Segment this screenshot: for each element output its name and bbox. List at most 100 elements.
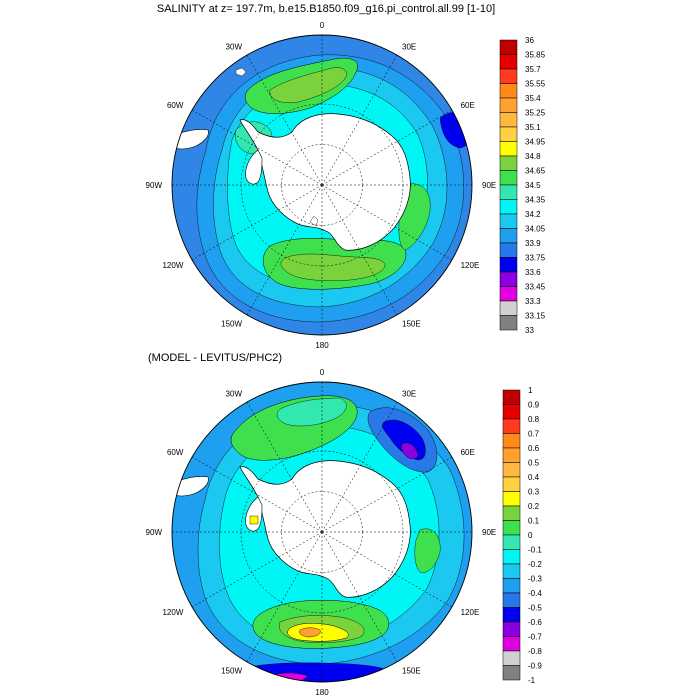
panel2-orange-ross	[299, 627, 321, 638]
panel1-lime-ross	[280, 253, 386, 281]
colorbar-box	[499, 242, 518, 258]
longitude-label: 60E	[461, 448, 475, 457]
panel1-islands	[235, 67, 319, 227]
longitude-label: 150E	[402, 667, 421, 676]
meridian-line	[321, 531, 453, 608]
colorbar-label: 36	[525, 36, 534, 45]
longitude-label: 120W	[162, 608, 183, 617]
longitude-label: 0	[320, 21, 325, 30]
colorbar-label: 0.3	[528, 488, 540, 497]
colorbar-box	[499, 170, 518, 186]
colorbar-label: 34.05	[525, 225, 546, 234]
colorbar-label: -0.9	[528, 662, 542, 671]
panel1-peninsula	[245, 149, 263, 185]
longitude-label: 30E	[402, 389, 416, 398]
panel2-teal-weddell	[276, 397, 347, 427]
colorbar-box	[499, 257, 518, 273]
colorbar-box	[499, 112, 518, 128]
colorbar-label: 33.9	[525, 239, 541, 248]
panel1-lime-weddell	[269, 67, 347, 103]
meridian-line	[191, 531, 323, 608]
longitude-label: 120W	[162, 261, 183, 270]
colorbar-box	[499, 184, 518, 200]
colorbar-box	[499, 83, 518, 99]
colorbar-box	[499, 141, 518, 157]
colorbar-box	[499, 97, 518, 113]
colorbar-box	[499, 68, 518, 84]
colorbar-box	[502, 389, 521, 405]
meridian-line	[191, 184, 323, 261]
colorbar-label: 35.55	[525, 80, 546, 89]
colorbar-label: 0.8	[528, 415, 540, 424]
colorbar-label: 34.2	[525, 210, 541, 219]
colorbar-label: 35.85	[525, 51, 546, 60]
colorbar-box	[502, 534, 521, 550]
colorbar-box	[502, 578, 521, 594]
colorbar-box	[499, 213, 518, 229]
colorbar-box	[502, 491, 521, 507]
colorbar-box	[502, 665, 521, 681]
panel2-graticule	[172, 382, 472, 682]
panel2-antarctica	[239, 460, 411, 598]
panel1-graticule	[172, 35, 472, 335]
longitude-label: 150W	[221, 667, 242, 676]
meridian-line	[191, 456, 323, 533]
colorbar-box	[502, 650, 521, 666]
colorbar-label: 34.8	[525, 152, 541, 161]
panel1-map: 0 30E 60E 90E 120E 150E 180 150W 120W 90W 60W 30W	[146, 21, 497, 350]
meridian-line	[246, 531, 323, 663]
panel2-violet-30e	[401, 442, 419, 459]
longitude-label: 30E	[402, 42, 416, 51]
colorbar-label: -0.7	[528, 633, 542, 642]
colorbar-box	[502, 636, 521, 652]
colorbar-label: 35.25	[525, 109, 546, 118]
colorbar-label: 34.95	[525, 138, 546, 147]
colorbar-label: 33.75	[525, 254, 546, 263]
colorbar-label: 35.4	[525, 94, 541, 103]
colorbar-label: 33	[525, 326, 534, 335]
colorbar-box	[502, 433, 521, 449]
colorbar-box	[499, 315, 518, 331]
meridian-line	[321, 456, 453, 533]
colorbar-label: -0.3	[528, 575, 542, 584]
longitude-label: 120E	[461, 608, 480, 617]
colorbar-label: 33.3	[525, 297, 541, 306]
meridian-line	[321, 531, 398, 663]
meridian-line	[246, 401, 323, 533]
colorbar-label: 0.1	[528, 517, 540, 526]
colorbar-label: -1	[528, 676, 536, 685]
colorbar-box	[502, 505, 521, 521]
colorbar-label: 0.7	[528, 430, 540, 439]
colorbar-label: 0.4	[528, 473, 540, 482]
meridian-line	[246, 184, 323, 316]
meridian-line	[321, 109, 453, 186]
meridian-line	[321, 184, 398, 316]
panel2-green-east	[414, 528, 441, 573]
longitude-label: 60W	[167, 101, 184, 110]
longitude-label: 90W	[146, 528, 163, 537]
colorbar-label: 0.5	[528, 459, 540, 468]
colorbar-label: 0.6	[528, 444, 540, 453]
longitude-label: 180	[315, 688, 329, 697]
colorbar-label: 35.7	[525, 65, 541, 74]
colorbar-label: -0.5	[528, 604, 542, 613]
panel1-colorbar: 36 35.85 35.7 35.55 35.4 35.25 35.1 34.95 34.8 34…	[499, 36, 546, 335]
colorbar-label: 33.15	[525, 312, 546, 321]
longitude-label: 30W	[226, 389, 243, 398]
colorbar-label: 33.6	[525, 268, 541, 277]
longitude-label: 150W	[221, 320, 242, 329]
colorbar-box	[502, 404, 521, 420]
colorbar-box	[499, 54, 518, 70]
colorbar-label: -0.4	[528, 589, 542, 598]
colorbar-box	[502, 418, 521, 434]
panel2-peninsula-yellow	[249, 515, 259, 525]
colorbar-box	[499, 199, 518, 215]
panel2-map: 0 30E 60E 90E 120E 150E 180 150W 120W 90W 60W 30W	[146, 368, 497, 697]
panel2-colorbar: 1 0.9 0.8 0.7 0.6 0.5 0.4 0.3 0.2 0.1 0 -0.1 -0.2 -0.…	[502, 386, 542, 685]
meridian-line	[191, 109, 323, 186]
colorbar-label: 1	[528, 386, 533, 395]
colorbar-box	[502, 462, 521, 478]
colorbar-label: 34.5	[525, 181, 541, 190]
colorbar-label: -0.2	[528, 560, 542, 569]
